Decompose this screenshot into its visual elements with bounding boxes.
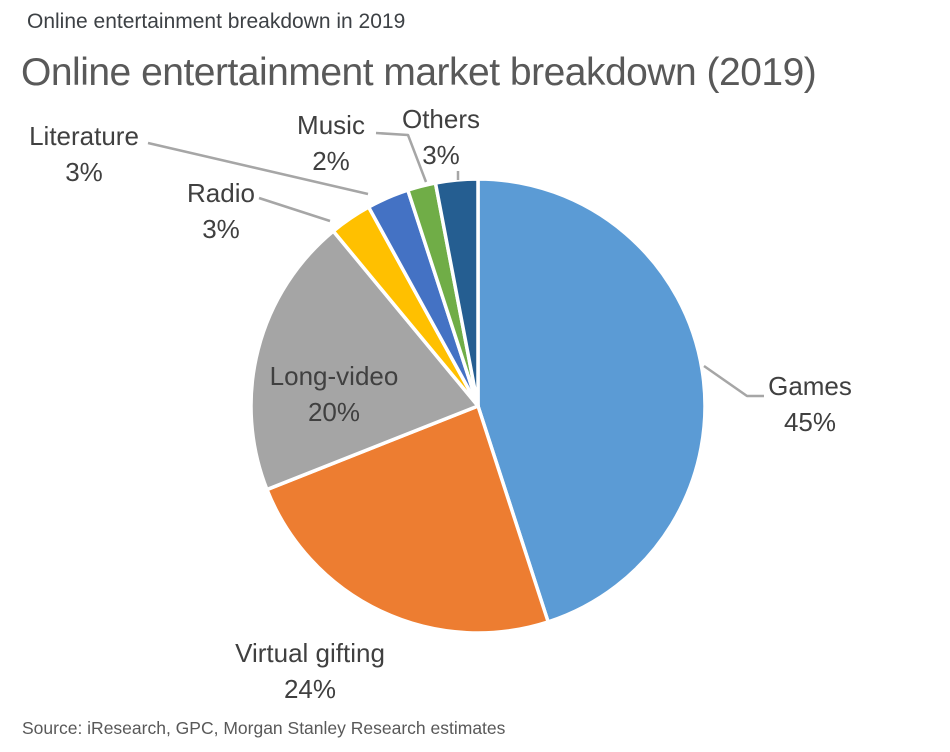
kicker-title: Online entertainment breakdown in 2019	[27, 10, 406, 33]
pie-label-music-pct: 2%	[312, 146, 350, 176]
pie-label-literature-pct: 3%	[65, 157, 103, 187]
leader-line-games	[703, 364, 764, 398]
pie-label-games: Games 45%	[768, 368, 852, 440]
leader-line-music	[375, 131, 428, 183]
chart-title: Online entertainment market breakdown (2…	[21, 51, 817, 94]
pie-label-virtual-gifting-pct: 24%	[283, 674, 337, 704]
source-note: Source: iResearch, GPC, Morgan Stanley R…	[22, 718, 506, 738]
pie-slice-others	[433, 177, 480, 408]
pie-slice-games	[476, 177, 707, 624]
pie-label-games-name: Games	[768, 371, 852, 401]
pie-label-long-video-pct: 20%	[307, 397, 361, 427]
pie-label-literature: Literature 3%	[29, 118, 139, 190]
pie-label-virtual-gifting: Virtual gifting 24%	[235, 635, 385, 707]
pie-label-others-name: Others	[401, 104, 481, 134]
pie-label-radio: Radio 3%	[187, 175, 255, 247]
pie-label-radio-pct: 3%	[202, 214, 240, 244]
pie-slices	[249, 177, 707, 635]
pie-label-long-video-name: Long-video	[269, 361, 399, 391]
leader-line-radio	[258, 196, 331, 223]
leader-lines	[147, 131, 764, 398]
leader-line-literature	[147, 141, 369, 196]
pie-label-virtual-gifting-name: Virtual gifting	[235, 638, 385, 668]
pie-label-music: Music 2%	[297, 107, 365, 179]
pie-label-music-name: Music	[297, 110, 365, 140]
pie-slice-long-video	[249, 229, 480, 492]
pie-label-radio-name: Radio	[187, 178, 255, 208]
pie-label-games-pct: 45%	[783, 407, 837, 437]
pie-label-literature-name: Literature	[29, 121, 139, 151]
pie-label-long-video: Long-video 20%	[270, 358, 399, 430]
pie-label-others: Others 3%	[402, 101, 480, 173]
pie-label-others-pct: 3%	[422, 140, 460, 170]
